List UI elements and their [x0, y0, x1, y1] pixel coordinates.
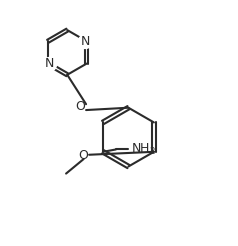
Text: O: O — [78, 149, 88, 162]
Text: O: O — [76, 100, 86, 113]
Text: N: N — [81, 35, 90, 48]
Text: N: N — [45, 57, 54, 70]
Text: NH$_2$: NH$_2$ — [131, 142, 156, 157]
